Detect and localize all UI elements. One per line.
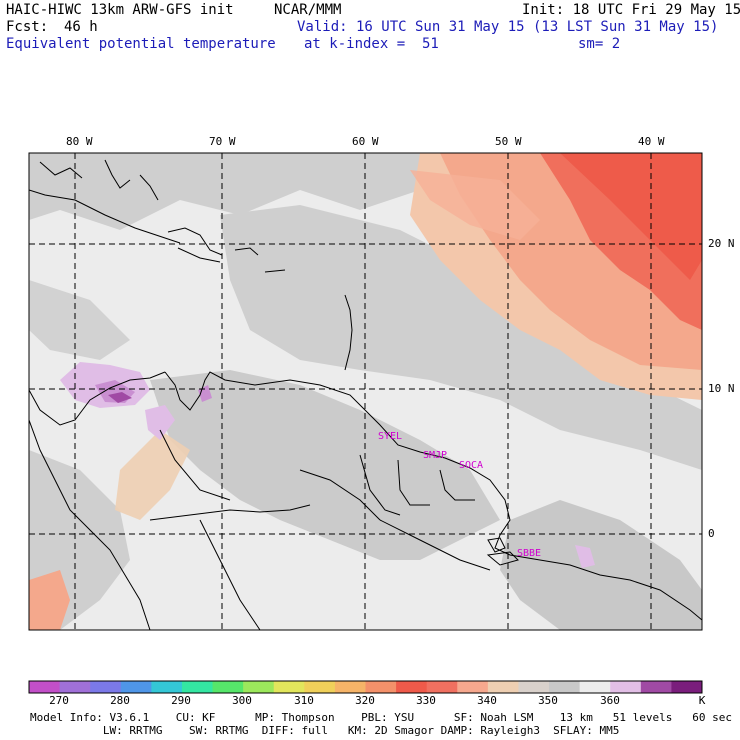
colorbar-label-300: 300 [232,694,252,707]
colorbar-swatch [640,681,672,693]
colorbar-swatch [151,681,183,693]
colorbar-swatch [120,681,152,693]
map-frame [28,152,703,631]
station-syel: SYEL [378,431,403,442]
colorbar-swatch [29,681,61,693]
colorbar-swatch [671,681,703,693]
forecast-hour: 46 h [64,19,98,35]
lat-label-10n: 10 N [708,382,735,395]
level-info: at k-index = 51 [304,36,439,52]
colorbar-label-320: 320 [355,694,375,707]
colorbar-swatch [487,681,519,693]
valid-time: Valid: 16 UTC Sun 31 May 15 (13 LST Sun … [297,19,719,35]
lat-label-0: 0 [708,527,715,540]
colorbar-swatch [457,681,489,693]
model-info-line2: LW: RRTMG SW: RRTMG DIFF: full KM: 2D Sm… [30,724,620,737]
station-smjp: SMJP [423,450,448,461]
colorbar-label-360: 360 [600,694,620,707]
colorbar-swatch [396,681,428,693]
colorbar-swatch [610,681,642,693]
colorbar-swatch [365,681,397,693]
colorbar [29,681,703,693]
colorbar-label-280: 280 [110,694,130,707]
colorbar-swatch [273,681,305,693]
colorbar-swatch [518,681,550,693]
colorbar-swatch [59,681,91,693]
init-time: Init: 18 UTC Fri 29 May 15 [522,2,740,18]
colorbar-label-270: 270 [49,694,69,707]
colorbar-frame [28,680,703,694]
colorbar-swatch [212,681,244,693]
colorbar-swatch [181,681,214,693]
colorbar-label-340: 340 [477,694,497,707]
lon-label-50w: 50 W [495,135,522,148]
colorbar-unit: K [698,694,706,707]
colorbar-label-330: 330 [416,694,436,707]
coastlines [29,159,702,630]
colorbar-swatch [426,681,458,693]
colorbar-swatch [334,681,366,693]
colorbar-swatch [243,681,275,693]
colorbar-label-350: 350 [538,694,558,707]
smoothing-info: sm= 2 [578,36,621,52]
field-name: Equivalent potential temperature [6,36,276,52]
org-label: NCAR/MMM [274,2,342,18]
colorbar-label-310: 310 [294,694,314,707]
lon-label-70w: 70 W [209,135,236,148]
station-soca: SOCA [459,460,484,471]
model-info-line1: Model Info: V3.6.1 CU: KF MP: Thompson P… [30,711,732,724]
model-title: HAIC-HIWC 13km ARW-GFS init [6,2,234,18]
lon-label-60w: 60 W [352,135,379,148]
colorbar-swatch [90,681,122,693]
colorbar-swatch [304,681,336,693]
colorbar-swatch [549,681,581,693]
lon-label-80w: 80 W [66,135,93,148]
graticule [29,153,702,630]
lat-label-20n: 20 N [708,237,735,250]
forecast-label: Fcst: [6,19,49,35]
colorbar-label-290: 290 [171,694,191,707]
colorbar-swatch [579,681,611,693]
lon-label-40w: 40 W [638,135,665,148]
station-sbbe: SBBE [517,548,542,559]
